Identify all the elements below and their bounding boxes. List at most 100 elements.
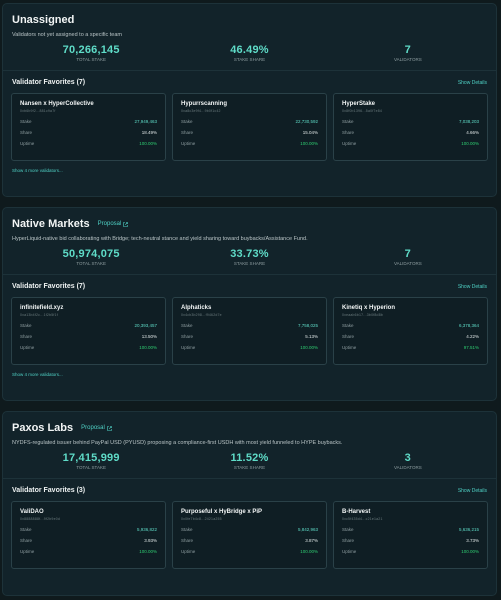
team-section-unassigned: Unassigned Validators not yet assigned t… (2, 3, 497, 197)
share-label: Share (342, 130, 355, 135)
validator-address: 0x4cb3b298...f9462d7e (181, 313, 222, 317)
share-row: Share 4.22% (342, 334, 479, 339)
stat-label: VALIDATORS (393, 465, 422, 470)
validator-address: 0xa8c3e9f4...9b0f1c42 (181, 109, 221, 113)
show-details-link[interactable]: Show Details (457, 79, 487, 86)
validator-card[interactable]: Alphaticks 0x4cb3b298...f9462d7e Stake 7,… (172, 297, 327, 365)
uptime-value: 97.51% (463, 345, 479, 350)
stake-label: Stake (342, 527, 354, 532)
stake-label: Stake (342, 119, 354, 124)
stat-value: 11.52% (230, 452, 269, 464)
validator-cards: infinitefield.xyz 0xa13b4f2c...1f2b5f1f … (3, 290, 496, 365)
stat-value: 46.49% (230, 44, 269, 56)
validator-address: 0x0fe7b4c8...2421a255 (181, 517, 222, 521)
validator-card[interactable]: infinitefield.xyz 0xa13b4f2c...1f2b5f1f … (11, 297, 166, 365)
uptime-row: Uptime 100.00% (342, 549, 479, 554)
validator-card[interactable]: Purposeful x HyBridge x PiP 0x0fe7b4c8..… (172, 501, 327, 569)
stat-value: 3 (404, 452, 411, 464)
stake-row: Stake 20,393,457 (20, 323, 157, 328)
uptime-label: Uptime (20, 345, 35, 350)
uptime-value: 100.00% (300, 141, 318, 146)
show-details-link[interactable]: Show Details (457, 487, 487, 494)
share-value: 4.22% (466, 334, 479, 339)
stat-validators: 7 VALIDATORS (329, 44, 487, 62)
share-row: Share 5.13% (181, 334, 318, 339)
share-value: 5.13% (305, 334, 318, 339)
show-more-link[interactable]: Show 4 more validators... (12, 168, 63, 173)
stake-value: 5,636,215 (458, 527, 479, 532)
stake-row: Stake 5,842,963 (181, 527, 318, 532)
show-details-link[interactable]: Show Details (457, 283, 487, 290)
validator-card[interactable]: Kinetiq x Hyperion 0xeaab6b17...3b0f8d8b… (333, 297, 488, 365)
stake-value: 22,730,592 (295, 119, 318, 124)
stake-label: Stake (342, 323, 354, 328)
stake-row: Stake 27,949,463 (20, 119, 157, 124)
validator-name: Purposeful x HyBridge x PiP (181, 509, 263, 515)
stake-row: Stake 7,038,203 (342, 119, 479, 124)
divider (3, 478, 496, 479)
uptime-row: Uptime 100.00% (20, 345, 157, 350)
share-row: Share 15.04% (181, 130, 318, 135)
stake-label: Stake (20, 527, 32, 532)
divider (3, 274, 496, 275)
uptime-value: 100.00% (300, 345, 318, 350)
stake-row: Stake 6,378,364 (342, 323, 479, 328)
uptime-row: Uptime 100.00% (20, 141, 157, 146)
uptime-label: Uptime (342, 549, 357, 554)
stat-label: TOTAL STAKE (76, 261, 106, 266)
stat-total-stake: 70,266,145 TOTAL STAKE (12, 44, 170, 62)
uptime-value: 100.00% (461, 141, 479, 146)
validator-name: Hypurrscanning (181, 101, 228, 107)
validator-card[interactable]: B-Harvest 0xc5f435d4...c21e1a21 Stake 5,6… (333, 501, 488, 569)
proposal-label: Proposal (81, 425, 105, 431)
uptime-value: 100.00% (300, 549, 318, 554)
stat-stake-share: 11.52% STAKE SHARE (170, 452, 328, 470)
share-label: Share (20, 130, 33, 135)
stake-row: Stake 5,636,215 (342, 527, 479, 532)
proposal-link[interactable]: Proposal (81, 425, 112, 431)
stake-value: 20,393,457 (134, 323, 157, 328)
share-label: Share (181, 130, 194, 135)
validator-address: 0xeaab6b17...3b0f8d8b (342, 313, 383, 317)
external-link-icon (107, 425, 112, 431)
proposal-link[interactable]: Proposal (98, 221, 129, 227)
validator-card[interactable]: Hypurrscanning 0xa8c3e9f4...9b0f1c42 Sta… (172, 93, 327, 161)
uptime-label: Uptime (181, 345, 196, 350)
share-label: Share (181, 538, 194, 543)
stat-stake-share: 46.49% STAKE SHARE (170, 44, 328, 62)
uptime-row: Uptime 100.00% (342, 141, 479, 146)
stake-label: Stake (181, 119, 193, 124)
show-more-link[interactable]: Show 4 more validators... (12, 372, 63, 377)
share-label: Share (181, 334, 194, 339)
share-value: 3.93% (144, 538, 157, 543)
team-section-native-markets: Native Markets Proposal HyperLiquid-nati… (2, 207, 497, 401)
uptime-value: 100.00% (461, 549, 479, 554)
stat-label: STAKE SHARE (233, 57, 266, 62)
share-row: Share 3.93% (20, 538, 157, 543)
share-value: 3.73% (466, 538, 479, 543)
validator-cards: Nansen x HyperCollective 0xb6b9f2...881c… (3, 86, 496, 161)
uptime-label: Uptime (342, 345, 357, 350)
validator-card[interactable]: Nansen x HyperCollective 0xb6b9f2...881c… (11, 93, 166, 161)
share-value: 13.50% (141, 334, 157, 339)
favorites-title: Validator Favorites (3) (12, 487, 86, 494)
share-value: 18.49% (141, 130, 157, 135)
stat-value: 33.73% (230, 248, 269, 260)
stake-label: Stake (20, 119, 32, 124)
stake-value: 27,949,463 (134, 119, 157, 124)
validator-card[interactable]: ValiDAO 0x8888888f...9f2b9e0d Stake 5,936… (11, 501, 166, 569)
validator-name: HyperStake (342, 101, 376, 107)
stake-row: Stake 22,730,592 (181, 119, 318, 124)
share-value: 3.87% (305, 538, 318, 543)
share-row: Share 3.73% (342, 538, 479, 543)
stake-value: 6,378,364 (458, 323, 479, 328)
section-description: Validators not yet assigned to a specifi… (12, 32, 122, 38)
uptime-label: Uptime (20, 141, 35, 146)
share-row: Share 4.66% (342, 130, 479, 135)
stake-value: 7,758,025 (297, 323, 318, 328)
share-value: 15.04% (302, 130, 318, 135)
validator-card[interactable]: HyperStake 0x8f0b1396...5a0f7e84 Stake 7,… (333, 93, 488, 161)
uptime-label: Uptime (181, 549, 196, 554)
stake-label: Stake (20, 323, 32, 328)
uptime-row: Uptime 100.00% (181, 549, 318, 554)
